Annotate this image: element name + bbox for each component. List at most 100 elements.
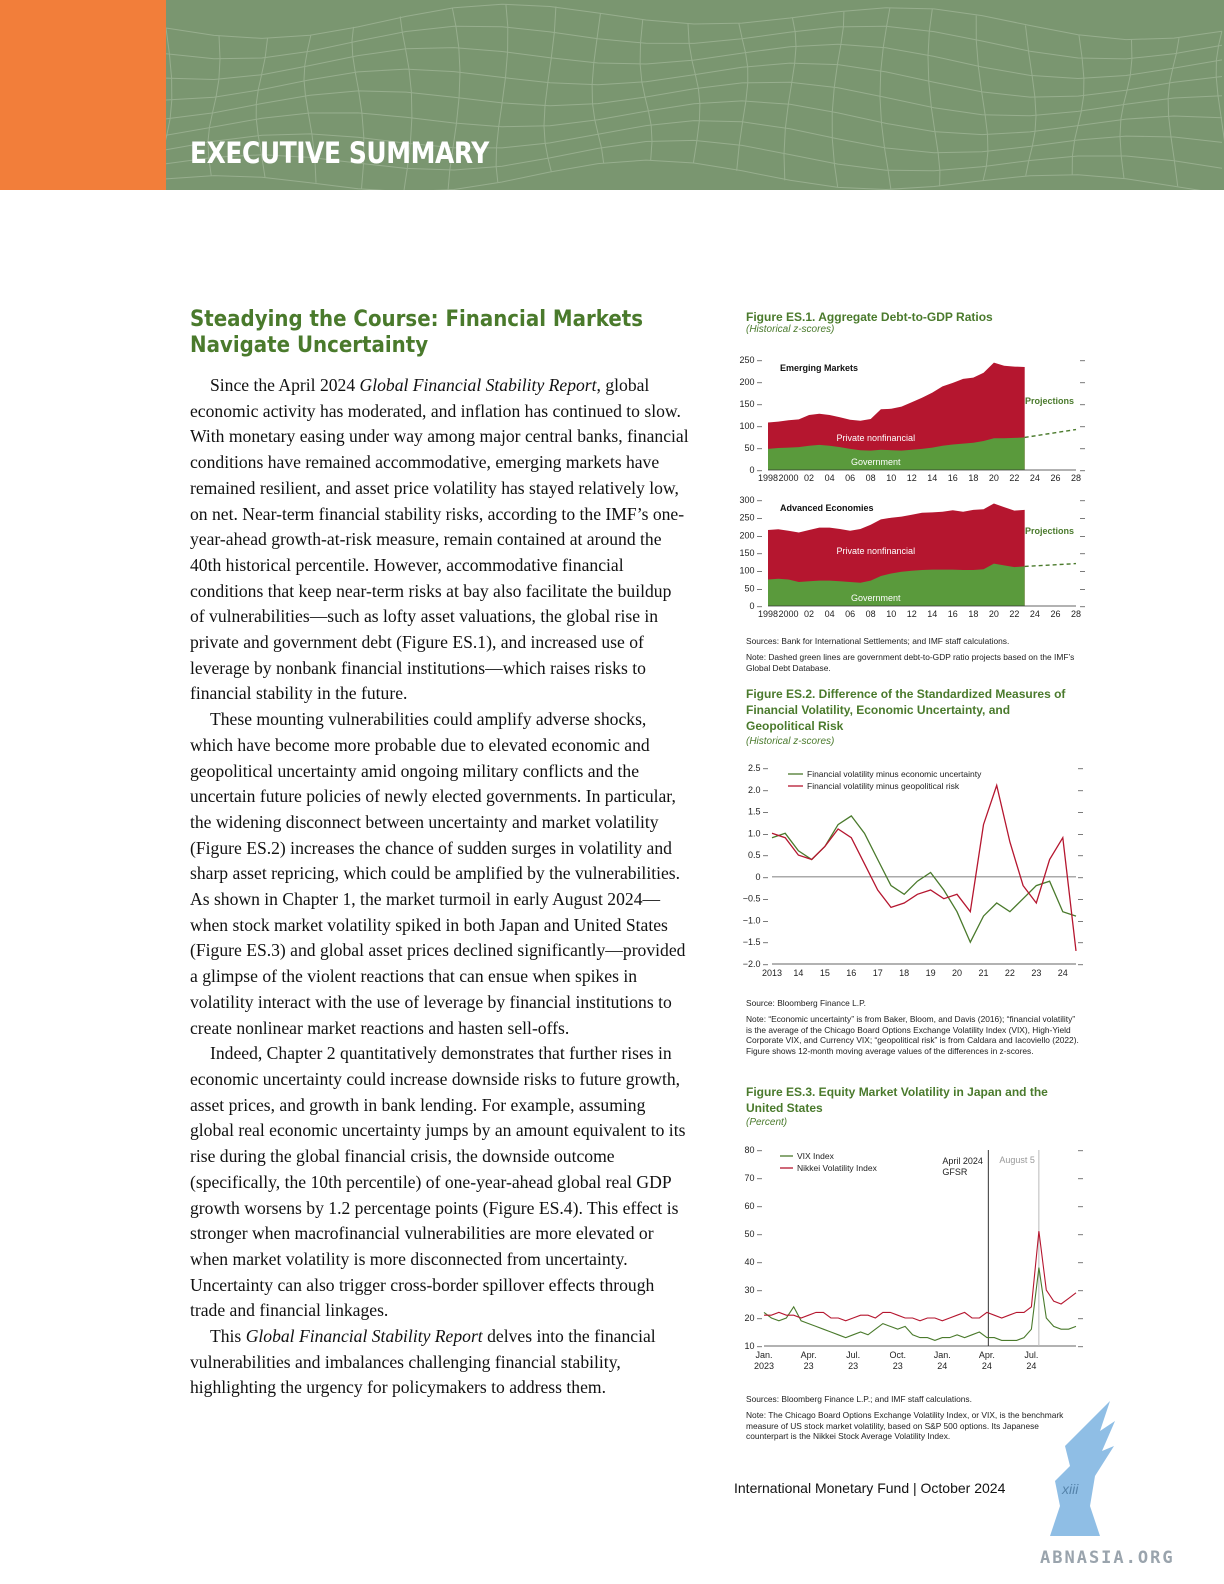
y-tick-right: – [1078,1229,1083,1239]
y-tick-right: – [1078,763,1083,773]
y-tick-right: – [1078,1257,1083,1267]
x-tick-label: 18 [899,968,909,978]
gfsr-marker-label: April 2024 [942,1156,983,1166]
legend-label: Financial volatility minus geopolitical … [807,781,960,791]
y-tick-label: 70 – [744,1173,762,1183]
banner-mesh-graphic [166,3,1224,190]
figure-1-title: Figure ES.1. Aggregate Debt-to-GDP Ratio… [746,310,993,324]
x-tick-label-year: 23 [893,1361,903,1371]
x-tick-label: 19 [926,968,936,978]
figure-3-subtitle: (Percent) [746,1117,788,1128]
x-tick-label: 20 [989,473,999,483]
series-line-1 [763,1267,1077,1341]
legend-label: Nikkei Volatility Index [797,1163,878,1173]
x-tick-label: 17 [873,968,883,978]
paragraph-4: This Global Financial Stability Report d… [190,1326,656,1398]
x-tick-label: 26 [1050,473,1060,483]
y-tick-label: 200 – [739,530,762,540]
x-tick-label: 2000 [779,473,799,483]
figure-3-sources: Sources: Bloomberg Finance L.P.; and IMF… [746,1394,972,1404]
x-tick-label: 26 [1050,609,1060,619]
page-title: EXECUTIVE SUMMARY [190,136,489,170]
y-tick-right: – [1078,1313,1083,1323]
x-tick-label: 22 [1009,473,1019,483]
section-title: Steadying the Course: Financial Markets … [190,307,644,358]
x-tick-label: 12 [907,609,917,619]
main-text-column: Steadying the Course: Financial Markets … [190,307,690,1401]
y-tick-right: – [1080,530,1085,540]
page-footer: International Monetary Fund | October 20… [734,1480,1006,1496]
government-label: Government [851,593,901,603]
y-tick-right: – [1080,355,1085,365]
x-tick-label: 15 [820,968,830,978]
x-tick-label: 1998 [758,473,778,483]
y-tick-right: – [1078,1145,1083,1155]
y-tick-right: – [1080,443,1085,453]
chart-emerging-markets: 0 – –50 – –100 – –150 – –200 – –250 – –1998 200… [739,355,1085,483]
y-tick-label: 1.0 – [748,828,768,838]
chart-panel-title: Advanced Economies [780,503,874,513]
x-tick-label: 08 [866,473,876,483]
x-tick-label: 2000 [779,609,799,619]
area-private-nonfinancial [768,362,1025,470]
y-tick-label: 50 – [744,443,762,453]
y-tick-right: – [1080,399,1085,409]
y-tick-right: – [1078,894,1083,904]
x-tick-label: 06 [845,609,855,619]
y-tick-right: – [1078,1341,1083,1351]
x-tick-label: 16 [846,968,856,978]
y-tick-label: 1.5 – [748,807,768,817]
y-tick-right: – [1078,1173,1083,1183]
x-tick-label: 06 [845,473,855,483]
figure-1-sources: Sources: Bank for International Settleme… [746,636,1010,646]
y-tick-right: – [1078,828,1083,838]
y-tick-right: – [1078,915,1083,925]
x-tick-label: 10 [886,609,896,619]
y-tick-right: – [1078,959,1083,969]
projections-label: Projections [1025,396,1074,406]
figure-2-note: Note: “Economic uncertainty” is from Bak… [746,1014,1079,1056]
x-tick-label: 28 [1071,473,1081,483]
x-tick-label: 02 [804,473,814,483]
x-tick-label-year: 24 [937,1361,947,1371]
y-tick-label: 10 – [744,1341,762,1351]
y-tick-label: 0 – [749,465,762,475]
x-tick-label: 20 [952,968,962,978]
x-tick-label: 22 [1009,609,1019,619]
x-tick-label-year: 24 [982,1361,992,1371]
y-tick-label: 0 – [755,872,768,882]
y-tick-right: – [1080,601,1085,611]
x-tick-label: Apr. [801,1350,817,1360]
chart-panel-title: Emerging Markets [780,363,858,373]
y-tick-label: 100 – [739,421,762,431]
paragraph-3: Indeed, Chapter 2 quantitatively demonst… [190,1043,686,1321]
x-tick-label: 14 [793,968,803,978]
x-tick-label: 14 [927,473,937,483]
figure-2-subtitle: (Historical z-scores) [746,736,835,747]
series-line-1 [771,815,1077,944]
figure-3-note: Note: The Chicago Board Options Exchange… [746,1410,1064,1442]
x-tick-label: Oct. [889,1350,906,1360]
x-tick-label: Jan. [934,1350,951,1360]
area-government [768,437,1025,470]
y-tick-right: – [1078,850,1083,860]
watermark-text: ABNASIA.ORG [1040,1548,1175,1568]
private-nonfinancial-label: Private nonfinancial [837,433,916,443]
y-tick-label: 300 – [739,495,762,505]
x-tick-label: 10 [886,473,896,483]
x-tick-label: 14 [927,609,937,619]
y-tick-right: – [1080,377,1085,387]
y-tick-right: – [1078,872,1083,882]
y-tick-label: 2.0 – [748,785,768,795]
header-banner: EXECUTIVE SUMMARY [0,0,1224,190]
chart-volatility-differences: 2.5 – – 2.0 – – 1.5 – – 1.0 – – 0.5 – – 0 – – −0.5 –… [743,763,1083,978]
y-tick-label: 20 – [744,1313,762,1323]
y-tick-label: 100 – [739,566,762,576]
y-tick-label: 50 – [744,1229,762,1239]
x-tick-label: 1998 [758,609,778,619]
figure-1-subtitle: (Historical z-scores) [746,324,835,335]
x-tick-label: Apr. [979,1350,995,1360]
y-tick-right: – [1080,583,1085,593]
y-tick-label: 2.5 – [748,763,768,773]
series-line-2 [771,783,1077,951]
